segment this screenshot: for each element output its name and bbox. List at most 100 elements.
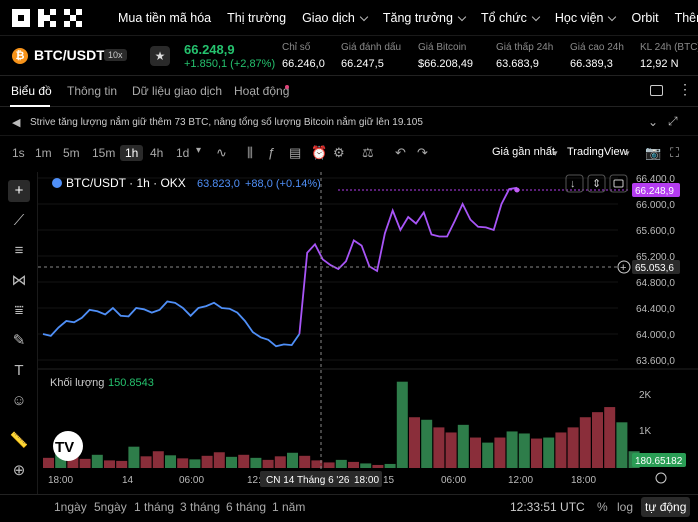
pair-name[interactable]: BTC/USDT — [34, 47, 105, 63]
tab-chart[interactable]: Biểu đồ — [11, 84, 52, 98]
ruler-icon[interactable]: 📏 — [9, 432, 29, 449]
tab-info[interactable]: Thông tin — [67, 84, 118, 98]
window-icon[interactable] — [650, 85, 663, 96]
range-1d[interactable]: 1ngày — [54, 500, 87, 514]
auto-scale-button[interactable]: tự động — [641, 497, 691, 517]
timeframe-4h[interactable]: 4h — [150, 146, 164, 160]
chevron-down-icon — [608, 12, 617, 21]
maximize-icon[interactable] — [613, 179, 624, 188]
range-1y[interactable]: 1 năm — [272, 500, 306, 514]
collapse-button[interactable] — [587, 174, 606, 193]
y-tick-label: 64.000,0 — [636, 330, 675, 341]
trendline-icon[interactable]: ⟋ — [13, 212, 25, 229]
okx-logo[interactable] — [12, 9, 104, 27]
scroll-down-button[interactable] — [565, 174, 584, 193]
leverage-badge: 10x — [104, 49, 127, 61]
price-chart[interactable]: 66.400,0 66.000,0 65.600,0 65.200,0 64.800,0… — [38, 172, 698, 522]
crosshair-icon[interactable]: + — [8, 180, 30, 202]
volume-bar — [372, 464, 384, 468]
volume-bar — [323, 462, 335, 468]
chart-settings-gear-icon[interactable] — [655, 472, 667, 484]
tradingview-logo[interactable]: TV — [53, 431, 83, 461]
function-icon[interactable]: ƒ — [268, 145, 276, 160]
fullscreen-icon[interactable]: ⛶ — [670, 145, 680, 160]
add-alert-plus[interactable]: + — [620, 262, 626, 274]
collapse-chevrons-icon[interactable]: ⇕ — [592, 178, 601, 190]
nav-item-label: Orbit — [631, 11, 659, 25]
tab-trading-data[interactable]: Dữ liệu giao dịch — [132, 84, 223, 98]
volume-bar — [421, 419, 433, 468]
news-banner[interactable]: ◀ Strive tăng lượng nắm giữ thêm 73 BTC,… — [0, 110, 698, 136]
price-change: +1.850,1 (+2,87%) — [184, 58, 276, 70]
redo-icon[interactable]: ↷ — [417, 145, 428, 160]
volume-bar — [226, 456, 237, 468]
volume-bar — [616, 422, 628, 468]
price-type-chevron-icon[interactable]: ▾ — [553, 148, 558, 158]
svg-text:180.65182: 180.65182 — [635, 456, 683, 467]
layout-icon[interactable]: ▤ — [289, 145, 302, 160]
nav-item[interactable]: Học viện — [555, 11, 617, 25]
nav-item[interactable]: Orbit — [631, 11, 658, 25]
timeframe-5m[interactable]: 5m — [63, 146, 80, 160]
timeframe-1s[interactable]: 1s — [12, 146, 25, 160]
text-icon[interactable]: T — [14, 362, 24, 379]
volume-bar — [165, 455, 176, 468]
nav-item[interactable]: Mua tiền mã hóa — [118, 11, 211, 25]
nav-item[interactable]: Giao dịch — [302, 11, 369, 25]
svg-text:CN 14 Tháng 6 '26: CN 14 Tháng 6 '26 — [266, 475, 350, 486]
timeframe-dropdown-icon[interactable]: ▾ — [196, 145, 202, 156]
ticker-stat[interactable]: Giá Bitcoin $66.208,49 — [418, 42, 473, 70]
news-text[interactable]: Strive tăng lượng nắm giữ thêm 73 BTC, n… — [30, 117, 423, 128]
chart-type-icon[interactable]: ∿ — [216, 145, 227, 160]
indicators-icon[interactable]: ⫼ — [247, 145, 253, 160]
volume-value: 150.8543 — [108, 377, 154, 389]
alert-icon[interactable]: ⏰ — [311, 145, 328, 160]
zoom-in-icon[interactable]: ⊕ — [12, 462, 26, 479]
range-1m[interactable]: 1 tháng — [134, 500, 175, 514]
timeframe-1h[interactable]: 1h — [120, 145, 144, 161]
fib-icon[interactable]: ⩸ — [14, 302, 24, 319]
range-5d[interactable]: 5ngày — [94, 500, 127, 514]
last-point — [514, 187, 520, 193]
ticker-stat[interactable]: Chỉ số 66.246,0 — [282, 42, 325, 70]
maximize-button[interactable] — [609, 174, 628, 193]
settings-gear-icon[interactable]: ⚙ — [333, 145, 345, 160]
timeframe-1d[interactable]: 1d — [176, 146, 190, 160]
nav-item[interactable]: Tổ chức — [481, 11, 541, 25]
current-price-tag: 66.248,9 — [632, 183, 680, 197]
arrow-down-icon[interactable]: ↓ — [570, 178, 576, 190]
nav-item[interactable]: Tăng trưởng — [382, 11, 467, 25]
percent-scale-button[interactable]: % — [597, 500, 608, 514]
scale-icon[interactable]: ⚖ — [362, 145, 374, 160]
nav-item[interactable]: Thị trường — [227, 11, 286, 25]
volume-bar — [67, 455, 79, 468]
horizontal-lines-icon[interactable]: ≡ — [14, 242, 24, 259]
emoji-icon[interactable]: ☺ — [11, 392, 27, 409]
chart-engine-select[interactable]: TradingView — [567, 146, 628, 158]
y-tick-label: 65.600,0 — [636, 226, 675, 237]
add-alert-icon[interactable] — [617, 260, 631, 274]
timeframe-15m[interactable]: 15m — [92, 146, 116, 160]
stat-value: 66.246,0 — [282, 58, 325, 70]
log-scale-button[interactable]: log — [617, 500, 634, 514]
range-3m[interactable]: 3 tháng — [180, 500, 221, 514]
expand-icon[interactable]: ⤢ — [668, 114, 678, 128]
utc-clock[interactable]: 12:33:51 UTC — [510, 500, 585, 514]
nav-item[interactable]: Thêm — [675, 11, 698, 25]
price-type-select[interactable]: Giá gần nhất — [492, 146, 555, 158]
more-icon[interactable]: ⋮ — [678, 81, 692, 97]
volume-bar — [604, 407, 616, 468]
legend-title: BTC/USDT · 1h · OKX — [66, 176, 186, 190]
nav-item-label: Tăng trưởng — [382, 11, 453, 25]
favorite-star-icon[interactable]: ★ — [150, 46, 170, 66]
chart-engine-chevron-icon[interactable]: ▾ — [625, 148, 630, 158]
tab-activity[interactable]: Hoạt động — [234, 84, 290, 98]
pattern-icon[interactable]: ⋈ — [11, 272, 27, 289]
stat-label: Chỉ số — [282, 42, 311, 53]
collapse-chevron-icon[interactable]: ⌄ — [648, 115, 659, 129]
camera-icon[interactable]: 📷 — [645, 145, 662, 160]
timeframe-1m[interactable]: 1m — [35, 146, 52, 160]
undo-icon[interactable]: ↶ — [395, 145, 406, 160]
brush-icon[interactable]: ✎ — [12, 332, 26, 349]
range-6m[interactable]: 6 tháng — [226, 500, 267, 514]
